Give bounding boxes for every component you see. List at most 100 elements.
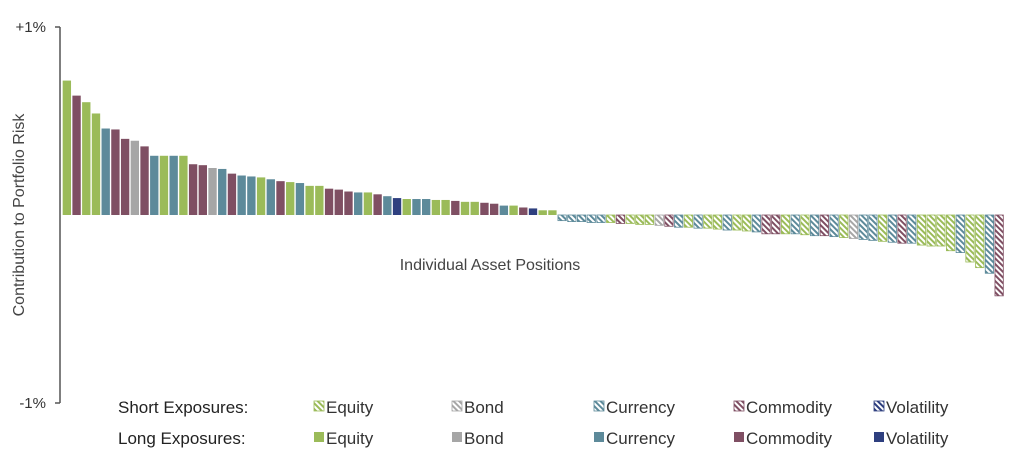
bar-short-equity-75 — [780, 214, 791, 235]
bar-long-equity-39 — [431, 199, 441, 215]
legend-short-exposures-label: Short Exposures: — [118, 398, 248, 417]
legend-swatch-long-volatility — [874, 432, 884, 442]
bar-long-equity-32 — [363, 192, 373, 215]
bar-long-equity-27 — [315, 185, 324, 215]
bar-short-equity-77 — [800, 214, 810, 236]
bar-short-currency-53 — [567, 214, 577, 222]
bar-short-commodity-87 — [897, 214, 907, 244]
bar-short-commodity-74 — [771, 214, 781, 235]
bar-long-commodity-14 — [188, 164, 198, 215]
bar-short-commodity-73 — [761, 214, 771, 235]
bar-short-equity-60 — [635, 214, 645, 225]
bar-long-currency-25 — [295, 183, 305, 215]
legend-swatch-short-commodity — [733, 400, 745, 412]
bar-long-currency-22 — [266, 179, 275, 215]
bar-short-currency-93 — [955, 214, 965, 253]
bar-short-commodity-97 — [994, 214, 1004, 297]
bar-short-currency-86 — [887, 214, 897, 243]
bar-short-equity-92 — [946, 214, 956, 252]
bar-short-equity-94 — [965, 214, 975, 263]
bar-long-equity-40 — [441, 199, 450, 215]
bar-long-commodity-41 — [451, 200, 460, 215]
bar-long-equity-24 — [286, 182, 295, 215]
bar-short-currency-96 — [984, 214, 995, 274]
bar-long-commodity-44 — [480, 202, 489, 215]
bar-short-equity-91 — [936, 214, 946, 247]
bar-long-equity-1 — [62, 80, 72, 215]
bar-long-currency-17 — [218, 168, 227, 215]
bar-short-equity-71 — [742, 214, 752, 232]
x-axis-title: Individual Asset Positions — [400, 257, 581, 274]
bar-short-currency-54 — [576, 214, 587, 222]
bar-long-currency-38 — [422, 199, 431, 215]
bar-short-currency-72 — [751, 214, 761, 233]
bar-short-currency-52 — [557, 214, 567, 222]
legend-label-long-commodity: Commodity — [746, 429, 832, 448]
bar-long-equity-3 — [82, 102, 91, 215]
bar-short-equity-57 — [606, 214, 616, 223]
bar-short-equity-89 — [916, 214, 927, 246]
bar-long-equity-51 — [548, 210, 557, 215]
bar-long-equity-43 — [470, 201, 479, 215]
bar-long-currency-5 — [101, 128, 110, 215]
bar-short-currency-64 — [674, 214, 684, 228]
bar-long-currency-37 — [412, 199, 421, 215]
bar-long-commodity-18 — [227, 173, 237, 215]
bar-long-commodity-28 — [324, 188, 334, 215]
bar-long-equity-47 — [509, 205, 518, 215]
bar-short-equity-90 — [926, 214, 936, 247]
bar-short-currency-69 — [722, 214, 732, 231]
bar-short-currency-66 — [693, 214, 703, 229]
bar-long-equity-36 — [402, 199, 411, 215]
legend: Short Exposures: Long Exposures: Equity B… — [118, 398, 949, 448]
bar-long-currency-19 — [237, 175, 246, 215]
bar-long-commodity-7 — [120, 138, 130, 215]
legend-swatch-long-equity — [314, 432, 324, 442]
bar-long-bond-8 — [130, 140, 140, 215]
bar-short-equity-65 — [683, 214, 693, 228]
bar-short-currency-55 — [586, 214, 596, 223]
bar-long-volatility-49 — [528, 208, 538, 215]
legend-label-long-bond: Bond — [464, 429, 504, 448]
legend-long-exposures-label: Long Exposures: — [118, 429, 246, 448]
bar-short-currency-83 — [858, 214, 868, 240]
bar-long-currency-20 — [247, 176, 256, 215]
bar-long-equity-13 — [179, 155, 188, 215]
bars-group — [62, 80, 1004, 297]
bar-long-currency-10 — [150, 155, 159, 215]
bar-long-commodity-29 — [334, 189, 343, 215]
bar-short-equity-59 — [625, 214, 635, 224]
legend-label-long-volatility: Volatility — [886, 429, 949, 448]
bar-long-currency-12 — [169, 155, 178, 215]
legend-swatch-long-bond — [452, 432, 462, 442]
bar-long-equity-50 — [538, 210, 547, 215]
legend-swatch-short-bond — [451, 400, 463, 412]
bar-long-commodity-45 — [489, 203, 499, 215]
legend-swatch-short-equity — [313, 400, 325, 412]
legend-swatch-short-currency — [593, 400, 605, 412]
bar-short-currency-80 — [829, 214, 839, 238]
legend-swatch-long-commodity — [734, 432, 744, 442]
bar-long-currency-31 — [354, 192, 363, 215]
legend-label-short-currency: Currency — [606, 398, 675, 417]
bar-short-commodity-79 — [819, 214, 829, 237]
bar-long-equity-42 — [460, 201, 470, 215]
bar-long-equity-21 — [256, 177, 266, 215]
bar-short-equity-68 — [712, 214, 723, 230]
legend-label-long-currency: Currency — [606, 429, 675, 448]
bar-short-currency-84 — [868, 214, 878, 241]
bar-long-currency-34 — [383, 196, 392, 215]
bar-long-commodity-23 — [276, 181, 285, 215]
bar-short-equity-61 — [644, 214, 655, 225]
bar-long-equity-26 — [305, 185, 314, 215]
bar-long-commodity-15 — [198, 165, 207, 215]
bar-long-commodity-6 — [111, 129, 120, 215]
bar-long-commodity-9 — [140, 146, 149, 215]
y-tick-label-bottom: -1% — [19, 395, 46, 412]
legend-label-short-bond: Bond — [464, 398, 504, 417]
y-tick-label-top: +1% — [16, 19, 46, 36]
bar-short-currency-78 — [810, 214, 820, 237]
legend-swatch-long-currency — [594, 432, 604, 442]
bar-short-currency-56 — [596, 214, 606, 223]
